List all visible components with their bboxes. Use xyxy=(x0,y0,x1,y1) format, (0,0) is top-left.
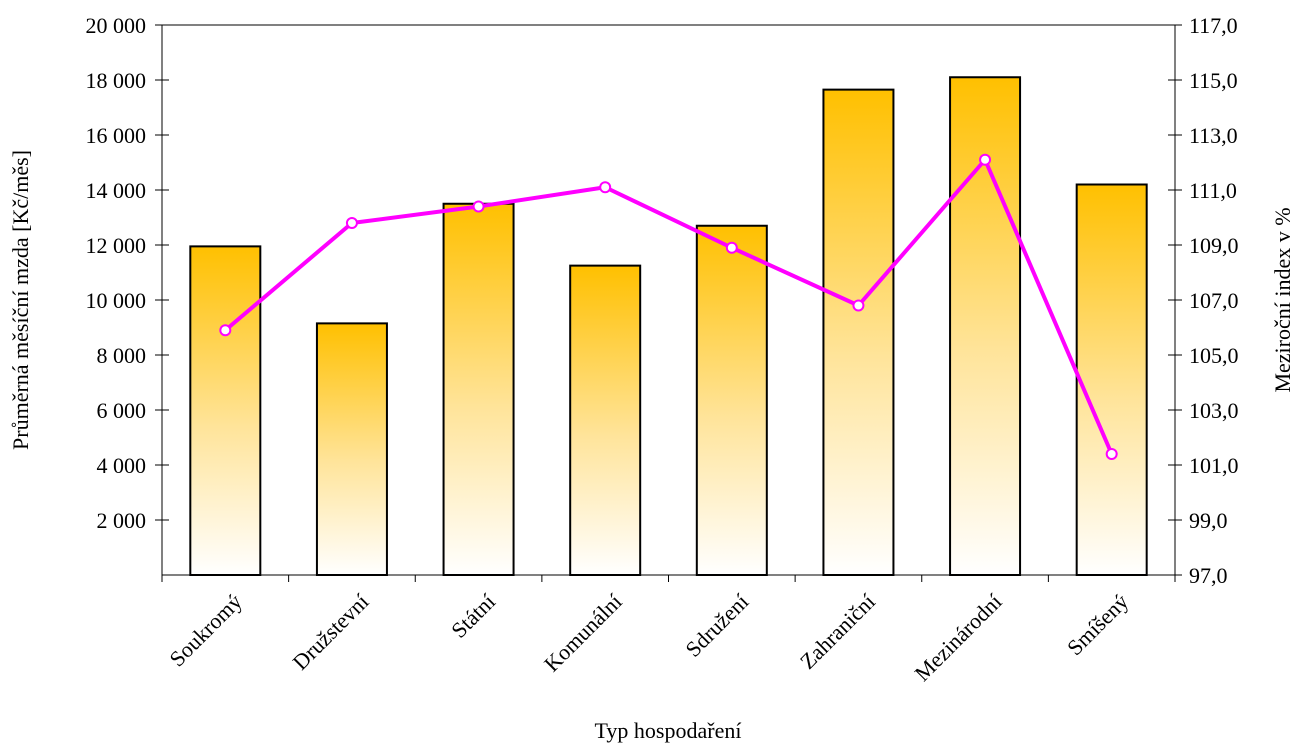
bar xyxy=(949,76,1022,576)
line-point xyxy=(1105,448,1118,460)
line-point xyxy=(599,181,612,194)
line-point xyxy=(472,200,485,213)
line-point xyxy=(979,153,992,166)
bar xyxy=(569,264,642,576)
y2-tick-label: 113,0 xyxy=(1189,123,1238,148)
x-category-label: Zahraniční xyxy=(795,589,880,674)
y2-tick-label: 101,0 xyxy=(1189,453,1239,478)
x-category-label: Komunální xyxy=(539,589,627,677)
y2-tick-label: 107,0 xyxy=(1189,288,1239,313)
plot-border xyxy=(161,24,1176,576)
y2-tick-label: 109,0 xyxy=(1189,233,1239,258)
y2-tick-label: 97,0 xyxy=(1189,563,1228,588)
line-series xyxy=(219,153,1118,460)
line-point xyxy=(219,324,232,337)
y-tick-label: 12 000 xyxy=(86,233,147,258)
bar xyxy=(1075,183,1148,576)
y-tick-label: 6 000 xyxy=(97,398,147,423)
x-axis-title: Typ hospodaření xyxy=(595,718,742,743)
x-category-label: Sdružení xyxy=(680,589,753,662)
bar xyxy=(822,88,895,576)
y-axis-title: Průměrná měsíční mzda [Kč/měs] xyxy=(8,150,33,450)
y-tick-label: 20 000 xyxy=(86,13,147,38)
x-category-label: Soukromý xyxy=(164,589,247,672)
y2-tick-label: 115,0 xyxy=(1189,68,1238,93)
x-category-label: Družstevní xyxy=(288,589,374,675)
y-tick-label: 18 000 xyxy=(86,68,147,93)
line-point xyxy=(345,217,358,229)
line-path xyxy=(224,157,1114,455)
line-point xyxy=(852,299,865,312)
bar xyxy=(442,202,515,576)
y-tick-label: 16 000 xyxy=(86,123,147,148)
y2-tick-label: 99,0 xyxy=(1189,508,1228,533)
x-category-label: Státní xyxy=(446,589,500,643)
right-axis: 97,0 99,0 101,0 103,0 105,0 107,0 109,0 111,0 11… xyxy=(1168,13,1239,588)
bar xyxy=(315,322,388,576)
y-tick-label: 10 000 xyxy=(86,288,147,313)
y-tick-label: 2 000 xyxy=(97,508,147,533)
line-point xyxy=(725,241,738,254)
bar xyxy=(695,224,768,576)
y2-tick-label: 103,0 xyxy=(1189,398,1239,423)
y-tick-label: 8 000 xyxy=(97,343,147,368)
y-tick-label: 4 000 xyxy=(97,453,147,478)
x-category-label: Mezinárodní xyxy=(909,589,1006,686)
y2-axis-title: Meziroční index v % xyxy=(1270,207,1295,392)
bar xyxy=(189,245,262,576)
plot-area xyxy=(161,24,1176,576)
x-category-label: Smíšený xyxy=(1062,589,1133,660)
y2-tick-label: 111,0 xyxy=(1189,178,1237,203)
bar-series xyxy=(189,76,1148,576)
y2-tick-label: 105,0 xyxy=(1189,343,1239,368)
x-axis: Soukromý Družstevní Státní Komunální Sdružen… xyxy=(161,575,1176,686)
y2-tick-label: 117,0 xyxy=(1189,13,1238,38)
y-tick-label: 14 000 xyxy=(86,178,147,203)
left-axis: 2 000 4 000 6 000 8 000 10 000 12 000 14 000 16… xyxy=(86,13,169,533)
